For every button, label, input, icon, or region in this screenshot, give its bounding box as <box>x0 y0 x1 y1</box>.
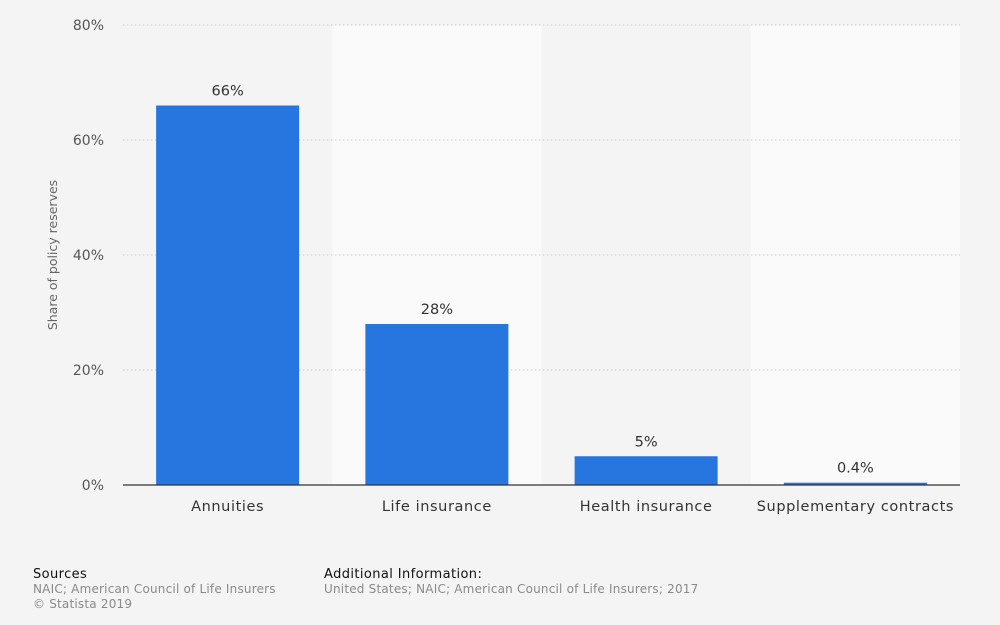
data-label: 5% <box>635 434 658 450</box>
bar[interactable] <box>365 324 509 485</box>
sources-block: Sources NAIC; American Council of Life I… <box>33 567 276 612</box>
x-tick-label: Annuities <box>191 499 264 515</box>
x-axis-labels: Annuities Life insurance Health insurance S… <box>191 499 954 515</box>
y-tick-label: 40% <box>73 248 104 264</box>
y-axis-ticks: 0% 20% 40% 60% 80% <box>73 18 104 494</box>
additional-info-text: United States; NAIC; American Council of… <box>324 582 699 596</box>
additional-info-heading: Additional Information: <box>324 567 483 582</box>
data-label: 66% <box>212 84 244 100</box>
sources-text: NAIC; American Council of Life Insurers <box>33 582 276 596</box>
bar[interactable] <box>156 105 300 486</box>
bar[interactable] <box>574 456 718 485</box>
x-tick-label: Health insurance <box>580 499 713 515</box>
data-labels: 66% 28% 5% 0.4% <box>212 84 874 477</box>
additional-info-block: Additional Information: United States; N… <box>324 567 698 597</box>
data-label: 28% <box>421 302 453 318</box>
y-tick-label: 60% <box>73 133 104 149</box>
x-tick-label: Life insurance <box>382 499 492 515</box>
x-tick-label: Supplementary contracts <box>757 499 954 515</box>
y-tick-label: 0% <box>82 478 104 494</box>
y-tick-label: 80% <box>73 18 104 34</box>
y-axis-title: Share of policy reserves <box>45 180 60 330</box>
bars <box>156 105 927 486</box>
y-tick-label: 20% <box>73 363 104 379</box>
bar[interactable] <box>783 482 927 485</box>
sources-heading: Sources <box>33 567 88 582</box>
copyright-text: © Statista 2019 <box>33 597 133 611</box>
bar-chart: 0% 20% 40% 60% 80% 66% 28% 5% 0.4% Annuities Lif… <box>45 18 960 515</box>
data-label: 0.4% <box>837 461 874 477</box>
